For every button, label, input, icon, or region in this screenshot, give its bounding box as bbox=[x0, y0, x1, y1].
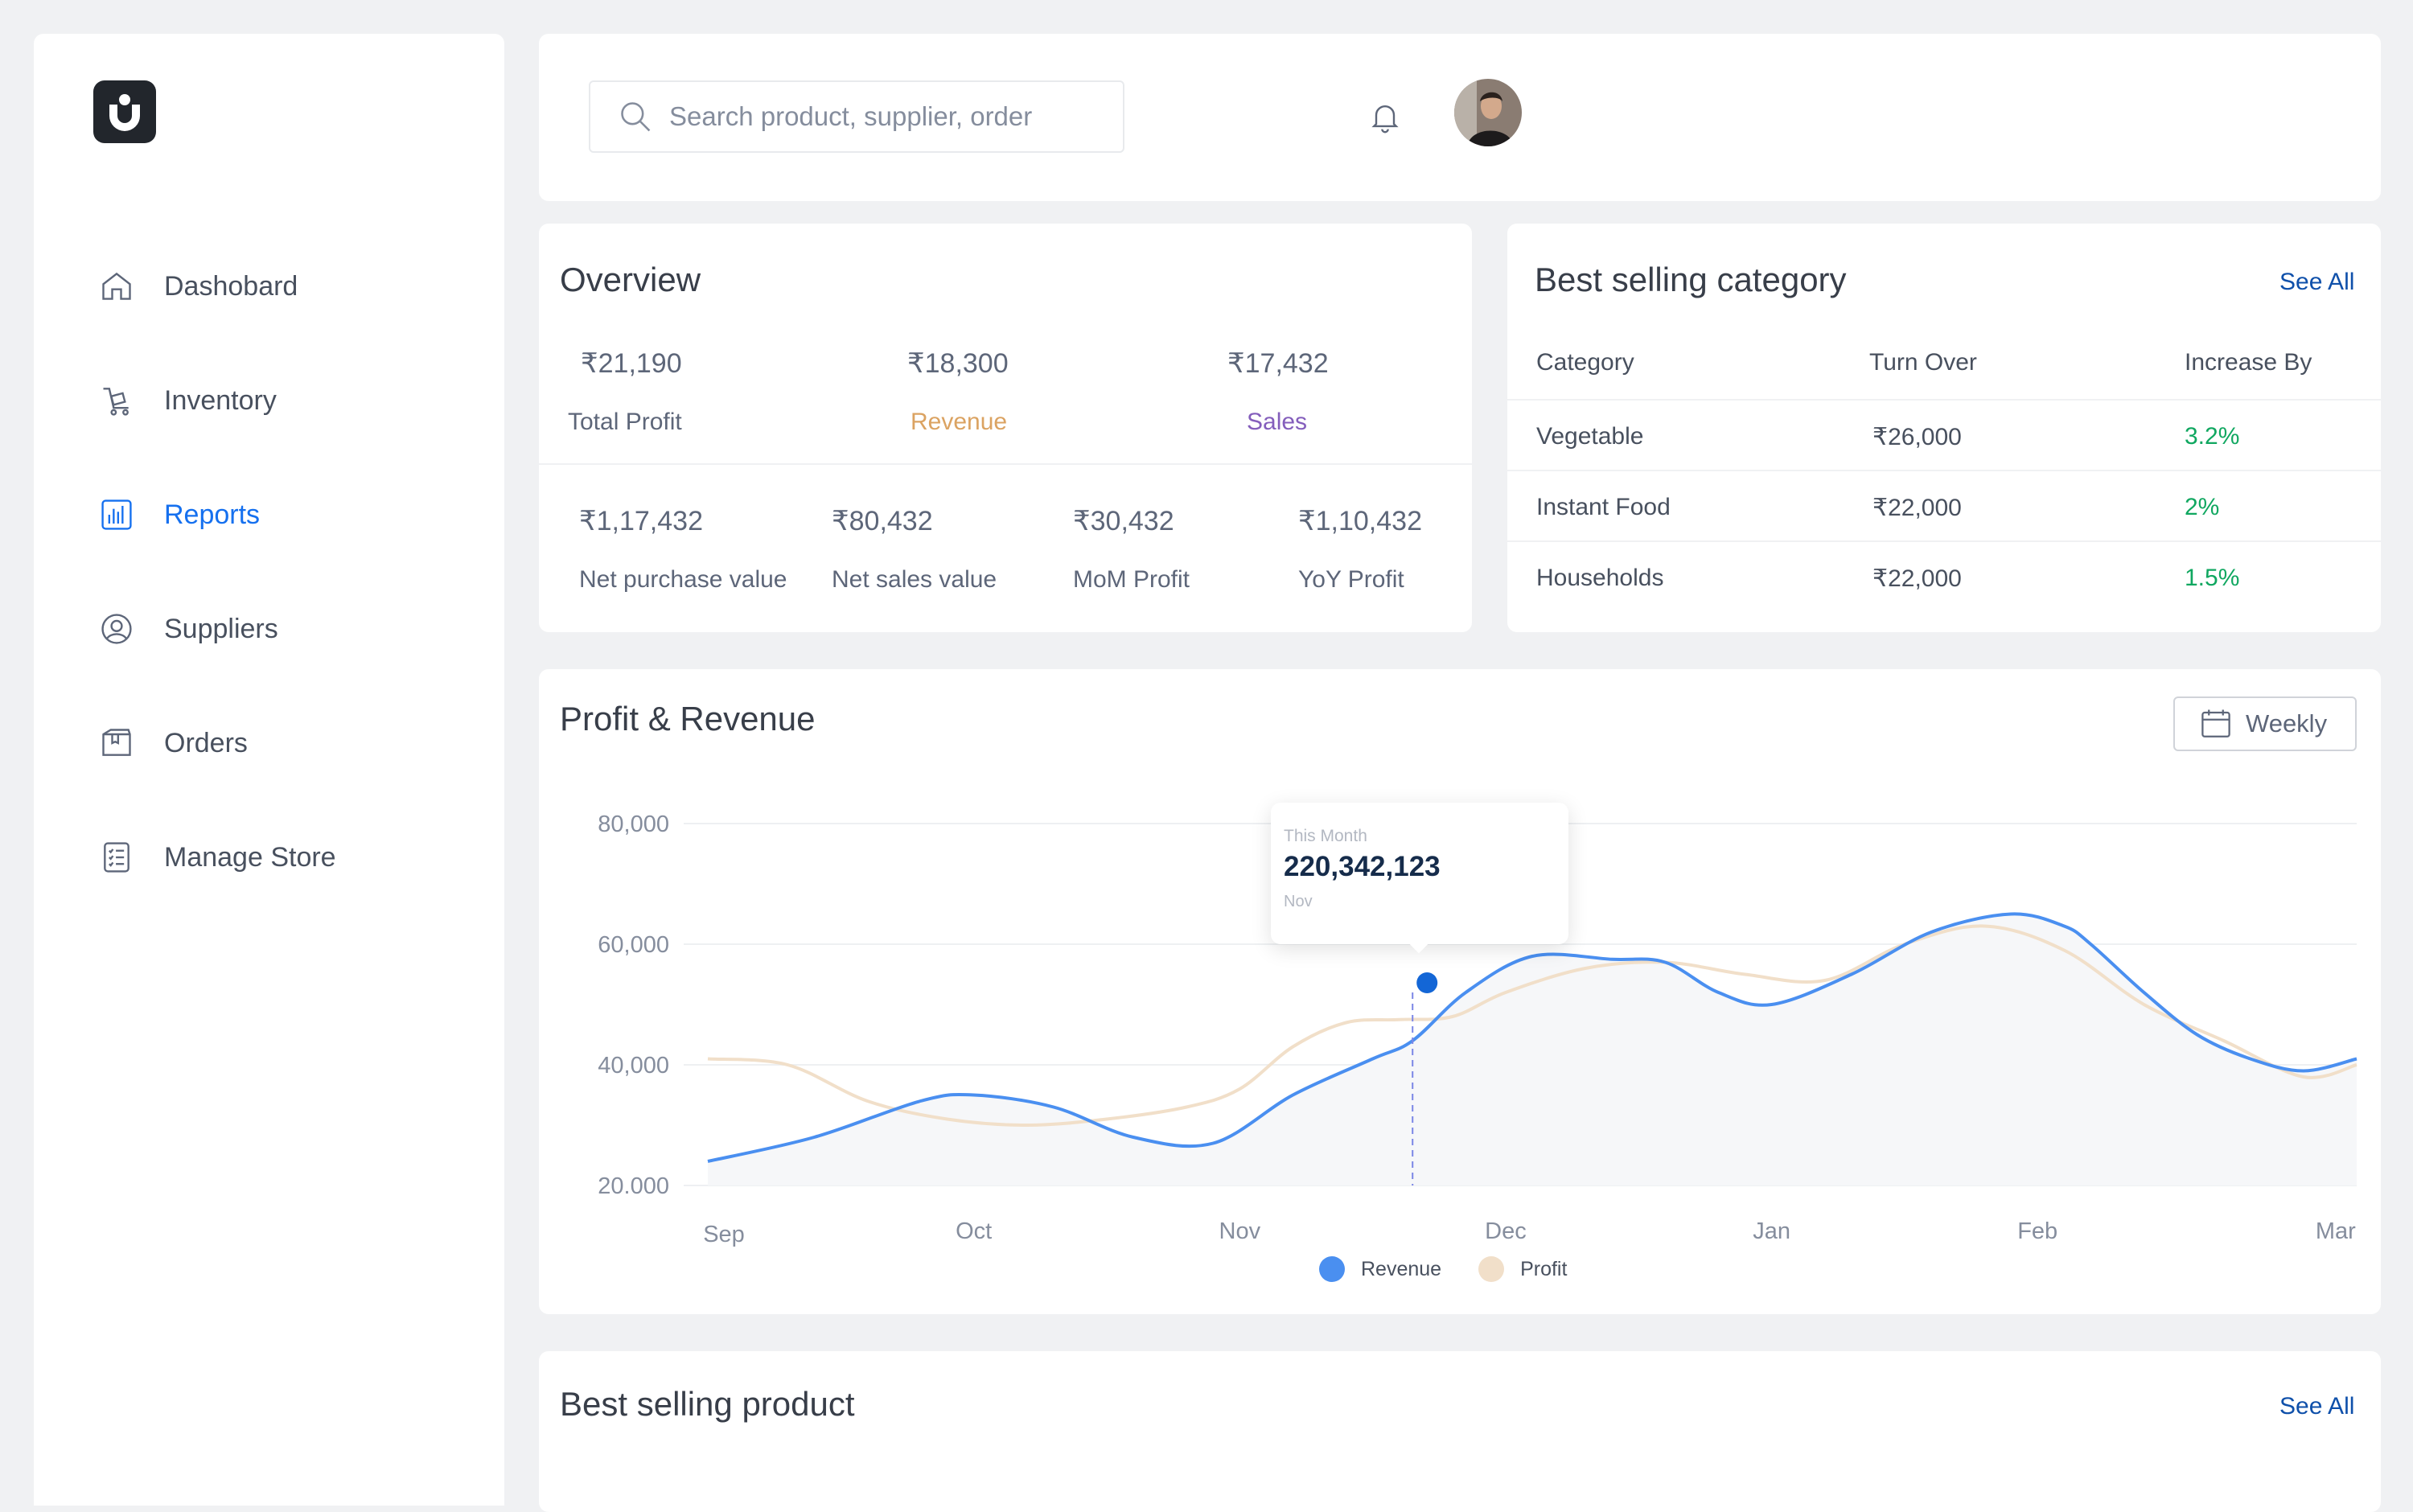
divider bbox=[539, 463, 1472, 465]
divider bbox=[1507, 540, 2381, 542]
sidebar-item-inventory[interactable]: Inventory bbox=[98, 376, 277, 425]
sidebar-item-dashboard[interactable]: Dashobard bbox=[98, 262, 298, 310]
avatar[interactable] bbox=[1454, 79, 1522, 146]
overview-card: Overview ₹21,190 Total Profit ₹18,300 Re… bbox=[539, 224, 1472, 632]
search-box[interactable] bbox=[589, 80, 1124, 153]
see-all-link[interactable]: See All bbox=[2279, 1393, 2355, 1420]
yoy-profit-label: YoY Profit bbox=[1298, 566, 1404, 593]
profit-series-line bbox=[707, 924, 2358, 1128]
revenue-area bbox=[708, 914, 2357, 1185]
weekly-range-button[interactable]: Weekly bbox=[2173, 696, 2357, 751]
product-title: Best selling product bbox=[560, 1385, 855, 1423]
category-cell: Instant Food bbox=[1536, 494, 1671, 520]
profit-revenue-chart: 80,000 60,000 40,000 20.000 Sep Oct Nov Dec Jan F… bbox=[598, 811, 2358, 1247]
sidebar-item-label: Orders bbox=[164, 727, 248, 758]
profit-revenue-card: Profit & Revenue Weekly 80,000 60,000 40,0… bbox=[539, 669, 2381, 1314]
column-header: Increase By bbox=[2185, 349, 2312, 376]
revenue-series-line bbox=[707, 912, 2358, 1163]
column-header: Turn Over bbox=[1869, 349, 1977, 376]
app-logo[interactable] bbox=[93, 80, 156, 143]
sidebar-item-suppliers[interactable]: Suppliers bbox=[98, 605, 278, 653]
revenue-label: Revenue bbox=[911, 409, 1008, 435]
sidebar-item-label: Inventory bbox=[164, 384, 277, 416]
category-cell: Households bbox=[1536, 565, 1664, 591]
bell-icon[interactable] bbox=[1367, 98, 1403, 139]
sidebar-item-reports[interactable]: Reports bbox=[98, 491, 260, 539]
net-sales-value: ₹80,432 bbox=[832, 506, 933, 536]
x-tick-label: Feb bbox=[2017, 1218, 2057, 1244]
increase-cell: 2% bbox=[2185, 494, 2220, 520]
package-icon bbox=[98, 725, 135, 762]
mom-profit-value: ₹30,432 bbox=[1073, 506, 1174, 536]
sidebar-item-label: Manage Store bbox=[164, 841, 336, 873]
divider bbox=[1507, 470, 2381, 471]
sales-value: ₹17,432 bbox=[1227, 348, 1329, 379]
column-header: Category bbox=[1536, 349, 1634, 376]
sales-label: Sales bbox=[1247, 409, 1308, 435]
sidebar-item-label: Reports bbox=[164, 499, 261, 530]
revenue-value: ₹18,300 bbox=[907, 348, 1009, 379]
total-profit-value: ₹21,190 bbox=[581, 348, 682, 379]
see-all-link[interactable]: See All bbox=[2279, 269, 2355, 295]
net-purchase-label: Net purchase value bbox=[579, 566, 787, 593]
category-cell: Vegetable bbox=[1536, 423, 1644, 450]
x-tick-label: Nov bbox=[1219, 1218, 1261, 1244]
turnover-cell: ₹26,000 bbox=[1872, 424, 1962, 450]
sidebar-item-label: Dashobard bbox=[164, 270, 298, 302]
best-selling-product-card: Best selling product See All bbox=[539, 1351, 2381, 1512]
chart-tooltip: This Month 220,342,123 Nov bbox=[1271, 803, 1568, 954]
sidebar-item-manage-store[interactable]: Manage Store bbox=[98, 833, 336, 881]
tooltip-label: This Month bbox=[1284, 827, 1367, 845]
legend-revenue-swatch bbox=[1319, 1256, 1345, 1282]
chart-legend: Revenue Profit bbox=[1319, 1256, 1567, 1282]
trolley-icon bbox=[98, 382, 135, 419]
x-tick-label: Mar bbox=[2316, 1218, 2356, 1244]
weekly-label: Weekly bbox=[2246, 709, 2328, 738]
y-tick-label: 80,000 bbox=[598, 811, 669, 837]
y-tick-label: 20.000 bbox=[598, 1173, 669, 1199]
search-input[interactable] bbox=[668, 101, 1121, 133]
sidebar-item-orders[interactable]: Orders bbox=[98, 719, 248, 767]
legend-profit-swatch bbox=[1478, 1256, 1505, 1282]
chart-title: Profit & Revenue bbox=[560, 700, 816, 738]
overview-title: Overview bbox=[560, 261, 701, 298]
calendar-icon bbox=[2199, 707, 2233, 741]
total-profit-label: Total Profit bbox=[568, 409, 682, 435]
tooltip-value: 220,342,123 bbox=[1284, 851, 1441, 882]
turnover-cell: ₹22,000 bbox=[1872, 565, 1962, 592]
user-circle-icon bbox=[98, 610, 135, 647]
x-tick-label: Oct bbox=[956, 1218, 992, 1244]
home-icon bbox=[98, 268, 135, 305]
y-tick-label: 40,000 bbox=[598, 1053, 669, 1079]
x-tick-label: Sep bbox=[703, 1222, 745, 1247]
increase-cell: 3.2% bbox=[2185, 423, 2240, 450]
bar-chart-icon bbox=[98, 496, 135, 533]
x-tick-label: Jan bbox=[1753, 1218, 1790, 1244]
y-tick-label: 60,000 bbox=[598, 932, 669, 958]
divider bbox=[1507, 399, 2381, 401]
tooltip-month: Nov bbox=[1284, 893, 1313, 910]
legend-profit-label: Profit bbox=[1520, 1257, 1568, 1280]
turnover-cell: ₹22,000 bbox=[1872, 495, 1962, 521]
x-tick-label: Dec bbox=[1485, 1218, 1527, 1244]
net-purchase-value: ₹1,17,432 bbox=[579, 506, 703, 536]
increase-cell: 1.5% bbox=[2185, 565, 2240, 591]
category-title: Best selling category bbox=[1535, 261, 1847, 298]
yoy-profit-value: ₹1,10,432 bbox=[1298, 506, 1422, 536]
legend-revenue-label: Revenue bbox=[1361, 1257, 1442, 1280]
highlight-point bbox=[1416, 972, 1438, 993]
sidebar: Dashobard Inventory Reports Suppliers Or… bbox=[34, 34, 504, 1506]
best-selling-category-card: Best selling category See All Category T… bbox=[1507, 224, 2381, 632]
mom-profit-label: MoM Profit bbox=[1073, 566, 1190, 593]
net-sales-label: Net sales value bbox=[832, 566, 997, 593]
search-icon bbox=[618, 99, 653, 134]
top-bar bbox=[539, 34, 2381, 201]
sidebar-item-label: Suppliers bbox=[164, 613, 278, 644]
checklist-icon bbox=[98, 839, 135, 876]
